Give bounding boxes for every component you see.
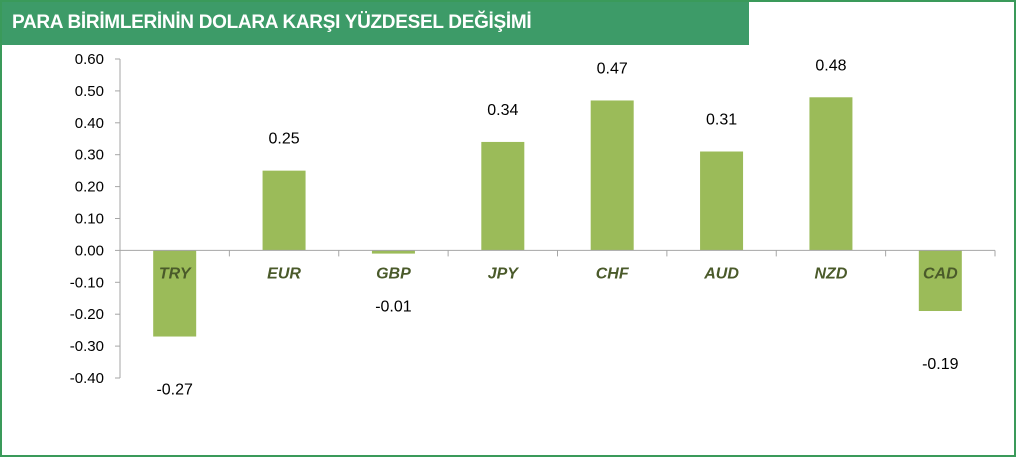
- category-label: AUD: [703, 265, 739, 282]
- bar-eur: [262, 170, 306, 251]
- bar-aud: [700, 151, 744, 251]
- y-tick-label: 0.10: [75, 211, 104, 228]
- bar-nzd: [809, 97, 853, 251]
- data-label: 0.25: [268, 131, 299, 148]
- data-label: 0.47: [597, 60, 628, 77]
- y-tick-label: -0.20: [70, 306, 104, 323]
- category-label: NZD: [814, 265, 847, 282]
- data-label: 0.48: [815, 57, 846, 74]
- category-label: CHF: [596, 265, 630, 282]
- category-label: GBP: [376, 265, 411, 282]
- category-label: JPY: [488, 265, 520, 282]
- data-label: -0.27: [156, 382, 193, 399]
- y-tick-label: 0.20: [75, 179, 104, 196]
- y-tick-label: -0.40: [70, 370, 104, 387]
- y-tick-label: 0.60: [75, 51, 104, 68]
- y-tick-label: 0.40: [75, 115, 104, 132]
- chart-frame: [0, 0, 1016, 457]
- bar-jpy: [481, 141, 525, 251]
- data-label: 0.34: [487, 102, 518, 119]
- y-tick-label: 0.50: [75, 83, 104, 100]
- category-label: CAD: [923, 265, 958, 282]
- data-label: -0.01: [375, 299, 412, 316]
- data-label: -0.19: [922, 356, 959, 373]
- data-label: 0.31: [706, 112, 737, 129]
- bar-try: [153, 250, 197, 337]
- title-bar: PARA BİRİMLERİNİN DOLARA KARŞI YÜZDESEL …: [2, 2, 749, 45]
- y-tick-label: 0.00: [75, 242, 104, 259]
- bar-chf: [590, 100, 634, 251]
- category-label: EUR: [267, 265, 301, 282]
- chart-title: PARA BİRİMLERİNİN DOLARA KARŞI YÜZDESEL …: [12, 12, 532, 33]
- y-tick-label: -0.30: [70, 338, 104, 355]
- bar-cad: [918, 250, 962, 312]
- y-tick-label: -0.10: [70, 274, 104, 291]
- bar-gbp: [371, 250, 415, 254]
- category-label: TRY: [159, 265, 192, 282]
- y-tick-label: 0.30: [75, 147, 104, 164]
